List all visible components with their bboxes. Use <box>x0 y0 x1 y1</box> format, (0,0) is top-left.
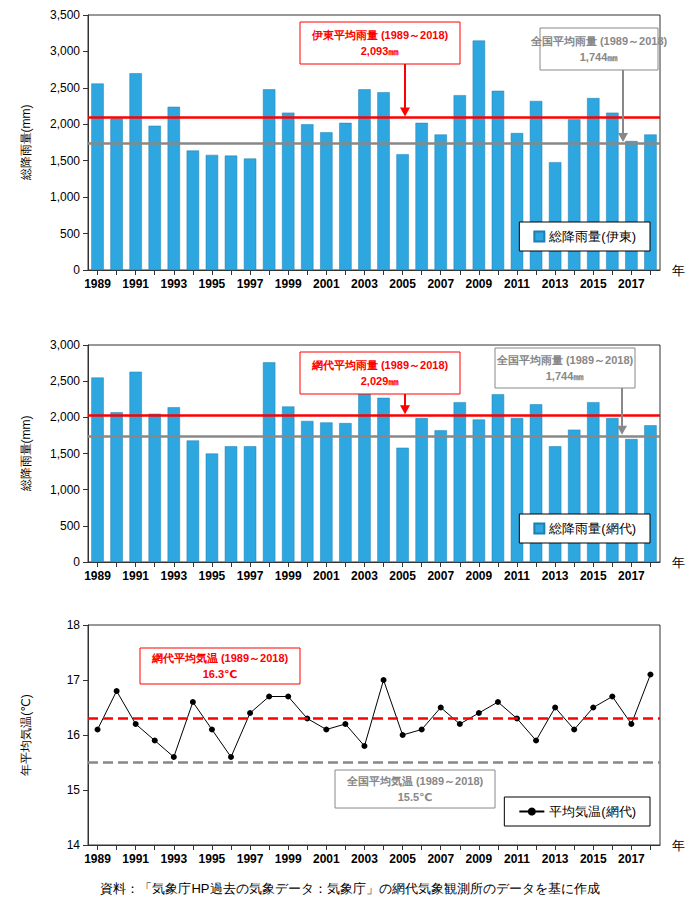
svg-text:1997: 1997 <box>237 277 264 291</box>
svg-text:2001: 2001 <box>313 569 340 583</box>
svg-text:2007: 2007 <box>427 569 454 583</box>
svg-text:全国平均雨量 (1989～2018): 全国平均雨量 (1989～2018) <box>530 35 668 47</box>
svg-text:1991: 1991 <box>122 852 149 866</box>
svg-text:2017: 2017 <box>618 569 645 583</box>
svg-text:1999: 1999 <box>275 852 302 866</box>
svg-text:2013: 2013 <box>542 277 569 291</box>
svg-text:2017: 2017 <box>618 277 645 291</box>
svg-text:2,000: 2,000 <box>50 410 80 424</box>
svg-text:2009: 2009 <box>466 569 493 583</box>
svg-text:2,500: 2,500 <box>50 81 80 95</box>
svg-text:1991: 1991 <box>122 277 149 291</box>
svg-text:1,744㎜: 1,744㎜ <box>546 370 585 382</box>
svg-text:1995: 1995 <box>199 569 226 583</box>
svg-text:網代平均気温 (1989～2018): 網代平均気温 (1989～2018) <box>151 652 289 664</box>
svg-text:1991: 1991 <box>122 569 149 583</box>
svg-text:2005: 2005 <box>389 852 416 866</box>
svg-text:3,000: 3,000 <box>50 44 80 58</box>
svg-text:年: 年 <box>672 838 685 853</box>
svg-text:2001: 2001 <box>313 277 340 291</box>
svg-text:2005: 2005 <box>389 569 416 583</box>
svg-text:2009: 2009 <box>466 277 493 291</box>
svg-text:15: 15 <box>67 783 81 797</box>
svg-text:1,500: 1,500 <box>50 154 80 168</box>
svg-text:網代平均雨量 (1989～2018): 網代平均雨量 (1989～2018) <box>311 359 449 371</box>
svg-text:2,093㎜: 2,093㎜ <box>361 45 400 57</box>
svg-text:2011: 2011 <box>504 569 530 583</box>
svg-text:3,000: 3,000 <box>50 338 80 352</box>
svg-text:500: 500 <box>60 519 80 533</box>
svg-text:3,500: 3,500 <box>50 8 80 22</box>
svg-text:1,000: 1,000 <box>50 190 80 204</box>
svg-text:1989: 1989 <box>84 852 111 866</box>
svg-text:1,744㎜: 1,744㎜ <box>580 51 619 63</box>
svg-text:1995: 1995 <box>199 852 226 866</box>
svg-text:1989: 1989 <box>84 277 111 291</box>
svg-text:2005: 2005 <box>389 277 416 291</box>
svg-text:2011: 2011 <box>504 852 530 866</box>
svg-text:14: 14 <box>67 838 81 852</box>
svg-text:17: 17 <box>67 673 81 687</box>
svg-text:1999: 1999 <box>275 569 302 583</box>
svg-text:2003: 2003 <box>351 852 378 866</box>
svg-text:2015: 2015 <box>580 852 607 866</box>
svg-text:1993: 1993 <box>160 277 187 291</box>
svg-text:年: 年 <box>672 263 685 278</box>
svg-text:15.5℃: 15.5℃ <box>398 791 433 803</box>
svg-text:1,000: 1,000 <box>50 483 80 497</box>
svg-text:1999: 1999 <box>275 277 302 291</box>
svg-text:1993: 1993 <box>160 852 187 866</box>
svg-text:2013: 2013 <box>542 569 569 583</box>
svg-text:年: 年 <box>672 555 685 570</box>
svg-text:1995: 1995 <box>199 277 226 291</box>
svg-text:0: 0 <box>73 555 80 569</box>
svg-text:1997: 1997 <box>237 852 264 866</box>
svg-text:16: 16 <box>67 728 81 742</box>
svg-text:伊東平均雨量 (1989～2018): 伊東平均雨量 (1989～2018) <box>311 29 449 41</box>
svg-text:2015: 2015 <box>580 277 607 291</box>
svg-text:資料：「気象庁HP過去の気象データ：気象庁」の網代気象観測所: 資料：「気象庁HP過去の気象データ：気象庁」の網代気象観測所のデータを基に作成 <box>100 881 599 896</box>
svg-text:2017: 2017 <box>618 852 645 866</box>
svg-text:全国平均気温 (1989～2018): 全国平均気温 (1989～2018) <box>346 775 484 787</box>
svg-text:総降雨量(mm): 総降雨量(mm) <box>19 105 33 182</box>
svg-text:1,500: 1,500 <box>50 447 80 461</box>
svg-text:総降雨量(伊東): 総降雨量(伊東) <box>548 229 636 244</box>
svg-text:2001: 2001 <box>313 852 340 866</box>
svg-text:総降雨量(網代): 総降雨量(網代) <box>548 521 636 536</box>
svg-text:2007: 2007 <box>427 852 454 866</box>
svg-text:2011: 2011 <box>504 277 530 291</box>
svg-text:2003: 2003 <box>351 277 378 291</box>
svg-text:2,500: 2,500 <box>50 374 80 388</box>
svg-text:2,029㎜: 2,029㎜ <box>361 375 400 387</box>
svg-text:2013: 2013 <box>542 852 569 866</box>
svg-text:年平均気温(℃): 年平均気温(℃) <box>19 694 33 775</box>
svg-text:2015: 2015 <box>580 569 607 583</box>
svg-text:総降雨量(mm): 総降雨量(mm) <box>19 416 33 493</box>
svg-text:1993: 1993 <box>160 569 187 583</box>
svg-text:全国平均雨量 (1989～2018): 全国平均雨量 (1989～2018) <box>496 354 634 366</box>
svg-text:2003: 2003 <box>351 569 378 583</box>
svg-text:2007: 2007 <box>427 277 454 291</box>
svg-text:500: 500 <box>60 227 80 241</box>
svg-text:16.3℃: 16.3℃ <box>203 668 238 680</box>
svg-text:2009: 2009 <box>466 852 493 866</box>
svg-text:1997: 1997 <box>237 569 264 583</box>
svg-text:1989: 1989 <box>84 569 111 583</box>
svg-text:18: 18 <box>67 618 81 632</box>
svg-text:2,000: 2,000 <box>50 117 80 131</box>
svg-text:0: 0 <box>73 263 80 277</box>
svg-text:平均気温(網代): 平均気温(網代) <box>549 804 636 819</box>
